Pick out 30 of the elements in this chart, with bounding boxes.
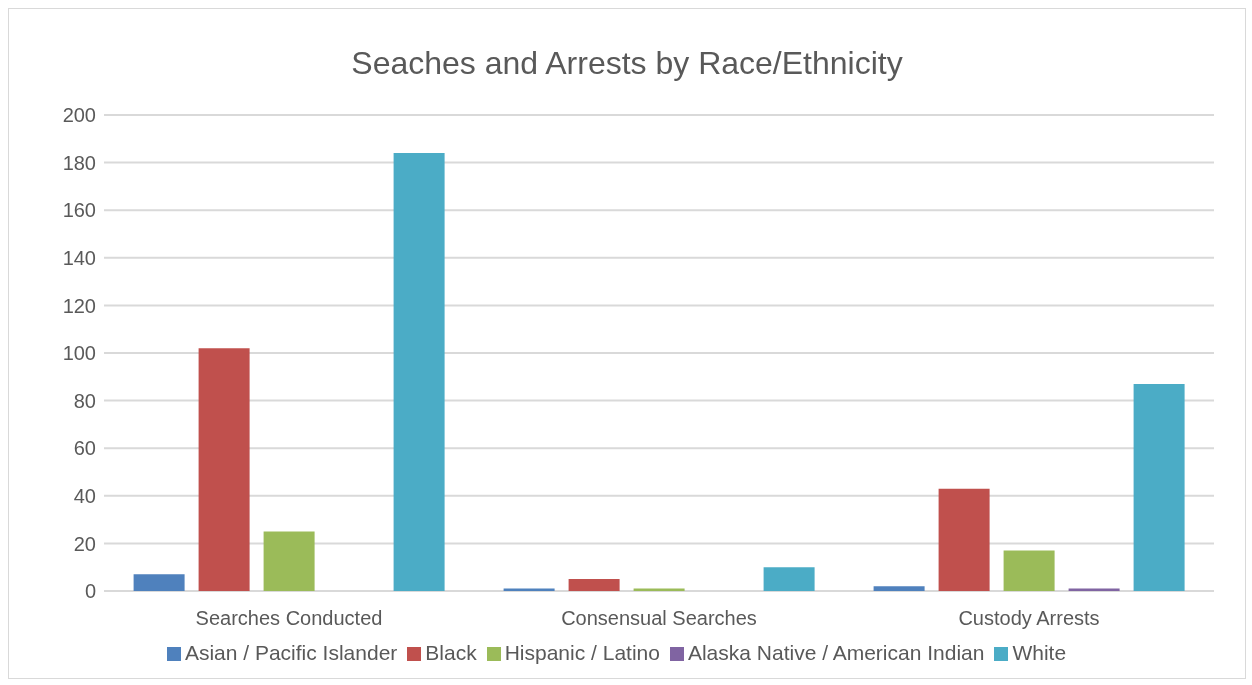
x-tick-label: Searches Conducted bbox=[195, 607, 383, 630]
y-tick-label: 120 bbox=[62, 294, 96, 317]
y-tick-label: 200 bbox=[62, 104, 96, 127]
bar bbox=[263, 531, 315, 591]
bar bbox=[568, 579, 620, 591]
y-tick-label: 100 bbox=[62, 342, 96, 365]
legend-label: Hispanic / Latino bbox=[504, 641, 660, 664]
y-tick-label: 40 bbox=[73, 484, 96, 507]
chart-title: Seaches and Arrests by Race/Ethnicity bbox=[350, 44, 904, 83]
y-tick-label: 20 bbox=[73, 532, 96, 555]
y-tick-label: 140 bbox=[62, 246, 96, 269]
bar bbox=[873, 586, 925, 591]
legend-label: Asian / Pacific Islander bbox=[184, 641, 398, 664]
y-tick-label: 160 bbox=[62, 199, 96, 222]
bar bbox=[1133, 383, 1185, 591]
bar bbox=[133, 574, 185, 591]
y-tick-label: 60 bbox=[73, 437, 96, 460]
bar bbox=[198, 348, 250, 591]
y-tick-label: 0 bbox=[84, 580, 96, 603]
legend-label: Black bbox=[425, 641, 477, 664]
bar bbox=[1003, 550, 1055, 591]
bar bbox=[393, 153, 445, 591]
x-tick-label: Custody Arrests bbox=[958, 607, 1100, 630]
y-tick-label: 80 bbox=[73, 389, 96, 412]
x-tick-label: Consensual Searches bbox=[561, 607, 757, 630]
legend-label: White bbox=[1012, 641, 1067, 664]
bar bbox=[763, 567, 815, 591]
legend-label: Alaska Native / American Indian bbox=[687, 641, 985, 664]
y-tick-label: 180 bbox=[62, 151, 96, 174]
bar bbox=[938, 488, 990, 591]
